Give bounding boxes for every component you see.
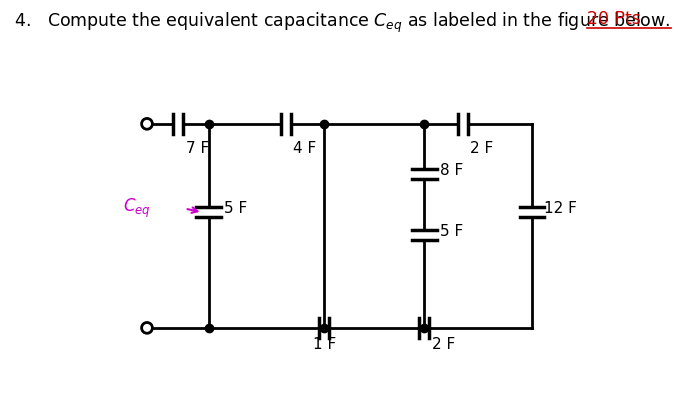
Text: 12 F: 12 F — [543, 201, 576, 216]
Text: 4.   Compute the equivalent capacitance $C_{eq}$ as labeled in the figure below.: 4. Compute the equivalent capacitance $C… — [14, 10, 678, 35]
Text: 5 F: 5 F — [224, 201, 247, 216]
Text: 2 F: 2 F — [432, 337, 455, 352]
Text: 4 F: 4 F — [293, 141, 316, 156]
Text: $C_{eq}$: $C_{eq}$ — [123, 197, 151, 220]
Text: 1 F: 1 F — [312, 337, 336, 352]
Text: 20 Pts: 20 Pts — [587, 10, 641, 28]
Text: 2 F: 2 F — [470, 141, 494, 156]
Text: 7 F: 7 F — [186, 141, 209, 156]
Text: 5 F: 5 F — [440, 224, 463, 239]
Text: 8 F: 8 F — [440, 163, 463, 178]
